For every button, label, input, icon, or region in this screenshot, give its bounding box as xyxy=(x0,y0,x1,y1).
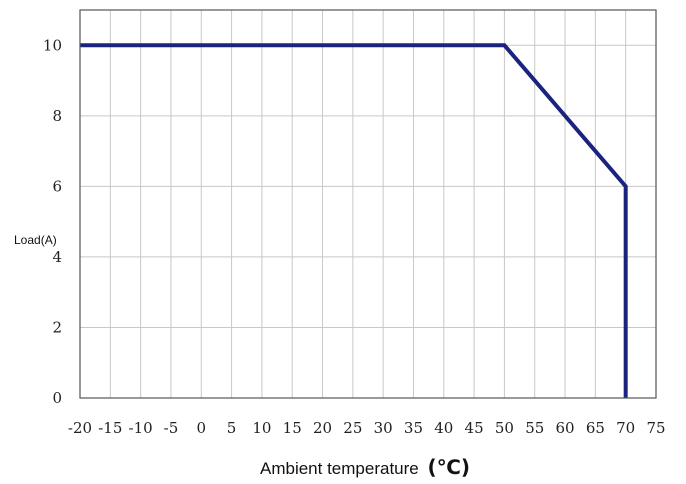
x-tick-label: -5 xyxy=(164,419,179,437)
y-tick-label: 6 xyxy=(52,177,62,195)
x-axis-label-unit: (℃) xyxy=(427,455,470,479)
x-tick-label: 30 xyxy=(374,419,393,437)
y-tick-label: 4 xyxy=(52,248,62,266)
x-axis-label-text: Ambient temperature xyxy=(260,459,419,478)
x-tick-label: 35 xyxy=(404,419,423,437)
x-tick-label: 75 xyxy=(646,419,665,437)
tick-labels: -20 -15 -10 -5 0 5 10 15 20 25 30 35 40 45 50 55 60 65 70 7… xyxy=(43,36,666,437)
x-tick-label: 60 xyxy=(556,419,575,437)
y-tick-label: 0 xyxy=(52,389,62,407)
y-tick-label: 10 xyxy=(43,36,62,54)
x-tick-label: 65 xyxy=(586,419,605,437)
x-tick-label: 55 xyxy=(525,419,544,437)
x-tick-label: 45 xyxy=(465,419,484,437)
x-tick-label: -20 xyxy=(68,419,92,437)
x-tick-label: -10 xyxy=(129,419,153,437)
series-line xyxy=(80,43,628,398)
x-tick-label: 5 xyxy=(227,419,237,437)
y-tick-label: 2 xyxy=(52,318,62,336)
x-tick-label: 15 xyxy=(283,419,302,437)
x-tick-label: 40 xyxy=(434,419,453,437)
grid xyxy=(80,10,656,398)
x-tick-label: 70 xyxy=(616,419,635,437)
y-tick-label: 8 xyxy=(52,107,62,125)
x-tick-label: 50 xyxy=(495,419,514,437)
y-axis-label: Load(A) xyxy=(14,233,57,247)
plot-frame xyxy=(79,9,657,399)
x-axis-label: Ambient temperature (℃) xyxy=(260,455,470,479)
x-tick-label: 25 xyxy=(343,419,362,437)
x-tick-label: 0 xyxy=(196,419,206,437)
x-tick-label: 20 xyxy=(313,419,332,437)
x-tick-label: 10 xyxy=(252,419,271,437)
x-tick-label: -15 xyxy=(98,419,122,437)
